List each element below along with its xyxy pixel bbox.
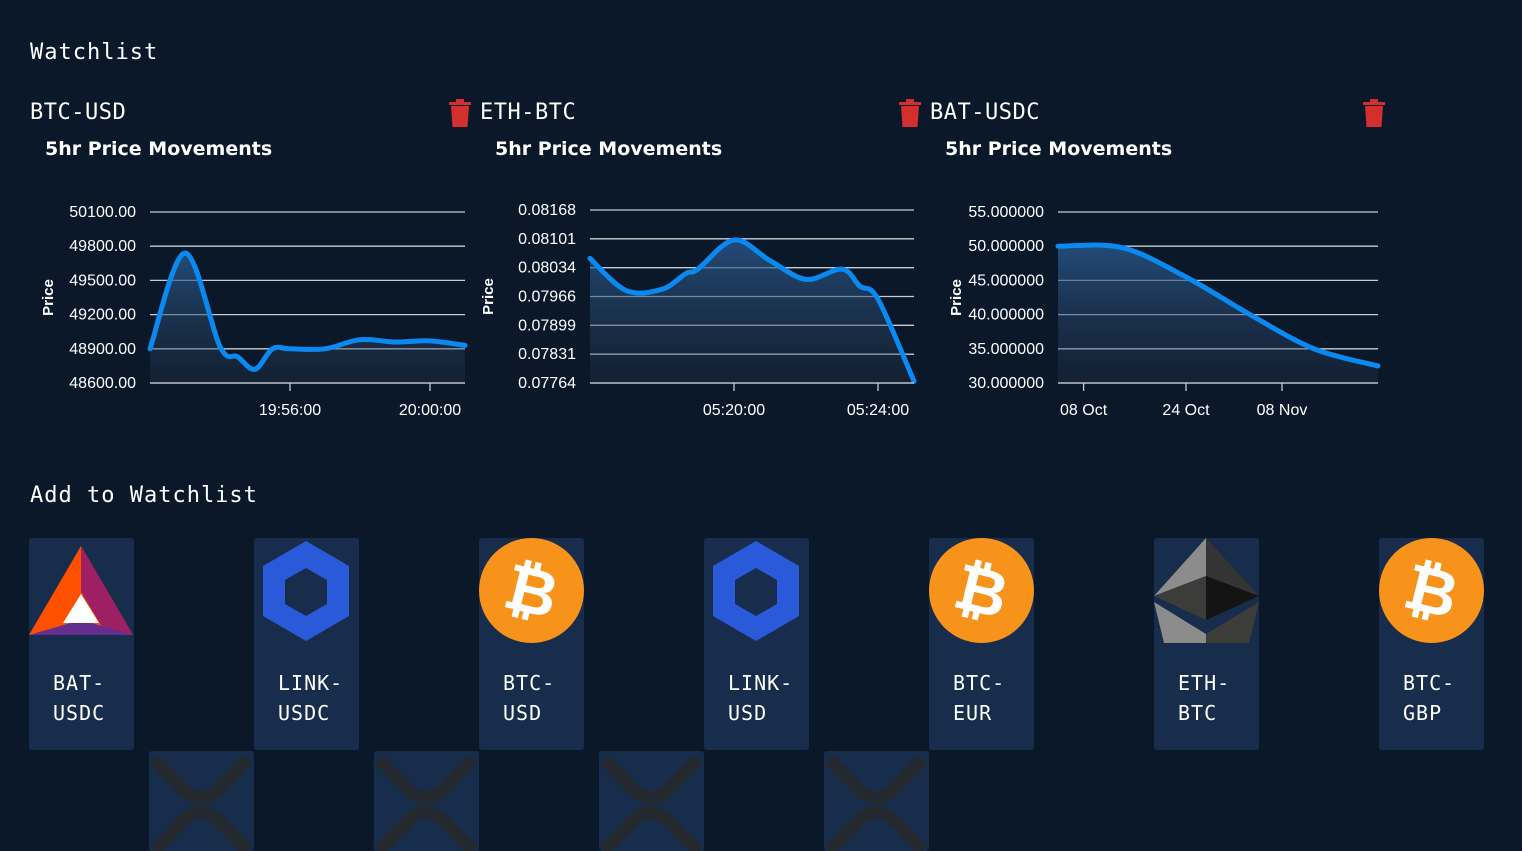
y-tick-label: 0.08101	[518, 231, 576, 248]
price-area	[150, 253, 465, 383]
y-tick-label: 0.08168	[518, 202, 576, 219]
y-tick-label: 30.000000	[968, 375, 1044, 392]
add-card-xrp[interactable]	[824, 751, 929, 851]
price-chart: 50100.00 49800.00 49500.00 49200.00 48900.00…	[40, 204, 468, 419]
add-card-btc-usd[interactable]: ₿ BTC- USD	[479, 538, 584, 750]
add-card-btc-eur[interactable]: ₿ BTC- EUR	[929, 538, 1034, 750]
card-symbol-bottom: USDC	[53, 701, 106, 725]
card-symbol-top: ETH-	[1178, 671, 1231, 695]
xrp-icon	[599, 754, 703, 851]
price-chart: 0.08168 0.08101 0.08034 0.07966 0.07899 0.078…	[480, 202, 917, 419]
card-symbol-top: BTC-	[953, 671, 1006, 695]
bitcoin-icon: ₿	[479, 538, 584, 643]
add-card-xrp[interactable]	[599, 751, 704, 851]
x-tick-label: 08 Nov	[1257, 402, 1308, 419]
bitcoin-icon: ₿	[929, 538, 1034, 643]
chart-title: 5hr Price Movements	[45, 138, 273, 160]
y-axis-label: Price	[40, 279, 57, 316]
y-tick-label: 50.000000	[968, 238, 1044, 255]
chart-title: 5hr Price Movements	[495, 138, 723, 160]
x-tick-label: 05:24:00	[847, 402, 909, 419]
add-to-watchlist-heading: Add to Watchlist	[30, 483, 258, 508]
card-symbol-bottom: EUR	[953, 701, 993, 725]
y-tick-label: 0.07831	[518, 346, 576, 363]
add-card-xrp[interactable]	[149, 751, 254, 851]
ethereum-icon	[1154, 538, 1259, 643]
y-tick-label: 49500.00	[69, 272, 136, 289]
trash-icon[interactable]	[449, 99, 471, 127]
price-line	[1055, 242, 1381, 369]
xrp-icon	[374, 754, 478, 851]
bitcoin-icon: ₿	[1379, 538, 1484, 643]
pair-title: ETH-BTC	[480, 100, 577, 125]
add-card-link-usdc[interactable]: LINK- USDC	[254, 538, 359, 750]
y-tick-label: 55.000000	[968, 204, 1044, 221]
chainlink-icon	[263, 541, 349, 641]
card-symbol-top: BTC-	[1403, 671, 1456, 695]
trash-icon[interactable]	[1363, 99, 1385, 127]
pair-title: BAT-USDC	[930, 100, 1040, 125]
x-tick-label: 20:00:00	[399, 402, 461, 419]
y-tick-label: 0.07764	[518, 375, 576, 392]
y-tick-label: 50100.00	[69, 204, 136, 221]
price-line	[147, 250, 468, 372]
y-tick-label: 0.08034	[518, 260, 576, 277]
x-tick-label: 19:56:00	[259, 402, 321, 419]
watchlist-heading: Watchlist	[30, 40, 159, 65]
y-tick-label: 35.000000	[968, 341, 1044, 358]
price-line	[587, 237, 917, 384]
y-tick-label: 49800.00	[69, 238, 136, 255]
x-tick-label: 08 Oct	[1060, 402, 1108, 419]
card-symbol-bottom: USDC	[278, 701, 331, 725]
price-chart: 55.000000 50.000000 45.000000 40.000000 35.0…	[948, 204, 1381, 419]
chainlink-icon	[713, 541, 799, 641]
card-symbol-bottom: USD	[728, 701, 768, 725]
y-tick-label: 45.000000	[968, 272, 1044, 289]
y-tick-label: 40.000000	[968, 307, 1044, 324]
xrp-icon	[824, 754, 928, 851]
y-axis-label: Price	[480, 278, 497, 315]
card-symbol-top: LINK-	[278, 671, 344, 695]
card-symbol-bottom: GBP	[1403, 701, 1443, 725]
trash-icon[interactable]	[899, 99, 921, 127]
price-area	[590, 239, 914, 383]
y-tick-label: 48600.00	[69, 375, 136, 392]
add-card-eth-btc[interactable]: ETH- BTC	[1154, 538, 1259, 750]
card-symbol-top: BAT-	[53, 671, 106, 695]
pair-title: BTC-USD	[30, 100, 127, 125]
x-tick-label: 05:20:00	[703, 402, 765, 419]
add-card-link-usd[interactable]: LINK- USD	[704, 538, 809, 750]
card-symbol-top: BTC-	[503, 671, 556, 695]
y-tick-label: 48900.00	[69, 341, 136, 358]
y-tick-label: 49200.00	[69, 307, 136, 324]
chart-title: 5hr Price Movements	[945, 138, 1173, 160]
add-card-btc-gbp[interactable]: ₿ BTC- GBP	[1379, 538, 1484, 750]
y-axis-label: Price	[948, 279, 965, 316]
add-card-xrp[interactable]	[374, 751, 479, 851]
y-tick-label: 0.07899	[518, 317, 576, 334]
y-tick-label: 0.07966	[518, 289, 576, 306]
card-symbol-top: LINK-	[728, 671, 794, 695]
xrp-icon	[149, 754, 253, 851]
card-symbol-bottom: USD	[503, 701, 543, 725]
card-symbol-bottom: BTC	[1178, 701, 1218, 725]
add-card-bat-usdc[interactable]: BAT- USDC	[29, 538, 134, 750]
price-area	[1058, 244, 1378, 383]
x-tick-label: 24 Oct	[1162, 402, 1210, 419]
bat-icon	[29, 546, 133, 635]
